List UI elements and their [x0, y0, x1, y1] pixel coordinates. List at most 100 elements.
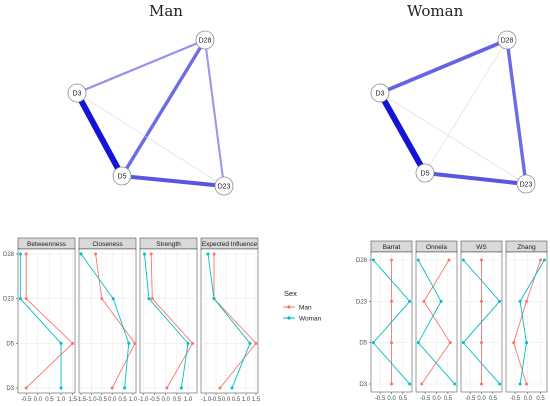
- series-point-woman: [230, 386, 234, 390]
- edge-D3-D5: [74, 90, 125, 179]
- series-line-woman: [207, 253, 251, 389]
- series-point-man: [525, 299, 528, 303]
- node-label-D28: D28: [501, 38, 514, 45]
- x-tick-label: -1.0: [86, 397, 97, 403]
- x-tick-label: 0.5: [45, 397, 54, 403]
- x-tick-label: 0.5: [118, 397, 127, 403]
- series-point-man: [150, 297, 154, 301]
- series-point-man: [480, 341, 483, 345]
- facet-label: Zhang: [517, 244, 536, 251]
- series-point-man: [525, 382, 528, 386]
- network-woman: D28 D3 D5 D23: [370, 30, 536, 194]
- node-D3: [370, 83, 390, 103]
- facet-label: WS: [476, 244, 487, 251]
- series-point-man: [165, 386, 169, 390]
- series-point-woman: [371, 258, 375, 262]
- edge-D5-D28: [120, 38, 207, 178]
- facet-label: Closeness: [92, 241, 123, 248]
- series-point-woman: [408, 299, 412, 303]
- series-point-woman: [453, 382, 457, 386]
- series-point-man: [390, 299, 393, 303]
- series-point-man: [390, 341, 393, 345]
- series-line-woman: [417, 259, 456, 385]
- x-tick-label: 0.5: [399, 396, 408, 402]
- y-tick-label: D5: [6, 341, 14, 347]
- node-D3: [67, 83, 87, 103]
- y-tick-label: D5: [359, 341, 367, 347]
- series-point-man: [149, 252, 153, 256]
- series-point-woman: [127, 341, 131, 345]
- x-tick-label: 0.0: [222, 397, 231, 403]
- x-tick-label: -1.5: [76, 397, 87, 403]
- y-tick-label: D28: [356, 258, 368, 264]
- series-point-man: [390, 258, 393, 262]
- x-tick-label: 0.0: [34, 397, 43, 403]
- y-tick-label: D3: [6, 386, 14, 392]
- series-line-man: [95, 253, 136, 389]
- series-point-woman: [518, 382, 522, 386]
- x-tick-label: -0.5: [510, 396, 521, 402]
- facet-zhang: Zhang -0.5 0.0 0.5: [505, 240, 548, 402]
- x-tick-label: 1.0: [129, 397, 138, 403]
- x-tick-label: 0.0: [387, 396, 396, 402]
- y-tick-label: D23: [3, 297, 15, 303]
- edge-D5-D23: [119, 173, 227, 189]
- series-point-woman: [439, 299, 443, 303]
- series-line-woman: [19, 254, 62, 388]
- series-point-man: [420, 382, 424, 386]
- series-line-man: [513, 259, 542, 385]
- facet-betweenness: Betweenness -0.5 0.0 0.5 1.0 1.5: [17, 237, 78, 403]
- y-tick-label: D23: [356, 299, 368, 305]
- series-line-man: [150, 253, 194, 389]
- series-point-woman: [461, 341, 465, 345]
- node-label-D23: D23: [218, 184, 231, 191]
- series-point-man: [24, 297, 28, 301]
- legend-point-woman: [287, 316, 291, 320]
- facet-label: Strength: [156, 241, 181, 248]
- series-line-woman: [80, 253, 130, 389]
- series-point-woman: [111, 297, 115, 301]
- x-tick-label: -0.5: [21, 397, 32, 403]
- man-network-title: Man: [149, 2, 183, 20]
- series-point-man: [480, 258, 483, 262]
- x-tick-label: -1.0: [201, 397, 212, 403]
- x-tick-label: 0.5: [232, 397, 241, 403]
- edge-D3-D5: [377, 90, 428, 176]
- edge-D5-D28: [424, 39, 508, 174]
- edge-D3-D23: [379, 92, 527, 185]
- node-D23: [214, 176, 234, 196]
- facet-onnela: Onnela -0.5 0.0 0.5: [415, 240, 458, 402]
- series-point-woman: [525, 341, 528, 345]
- node-label-D5: D5: [118, 174, 127, 181]
- series-point-woman: [147, 297, 151, 301]
- facet-panel: [78, 248, 137, 394]
- series-point-woman: [212, 297, 216, 301]
- x-tick-label: 0.0: [432, 396, 441, 402]
- series-point-man: [422, 299, 426, 303]
- facet-closeness: Closeness -1.5 -1.0 -0.5 0.0 0.5 1.0: [76, 237, 138, 403]
- series-line-man: [25, 254, 74, 389]
- series-point-man: [212, 252, 216, 256]
- series-line-woman: [462, 259, 501, 385]
- facet-panel: [200, 248, 259, 394]
- x-tick-label: 1.0: [57, 397, 66, 403]
- series-point-woman: [248, 341, 252, 345]
- series-point-woman: [206, 252, 210, 256]
- x-tick-label: 0.0: [477, 396, 486, 402]
- network-man: D28 D3 D5 D23: [67, 30, 234, 196]
- series-point-man: [448, 341, 452, 345]
- series-point-woman: [498, 382, 502, 386]
- facet-label: Barrat: [383, 244, 401, 251]
- legend-label-woman: Woman: [299, 315, 322, 322]
- x-tick-label: 1.0: [184, 397, 193, 403]
- woman-network-title: Woman: [407, 2, 464, 20]
- node-D28: [195, 30, 215, 50]
- edge-D3-D28: [378, 38, 509, 95]
- x-tick-label: 0.0: [162, 397, 171, 403]
- node-D5: [415, 163, 435, 183]
- facet-barrat: Barrat -0.5 0.0 0.5: [370, 240, 413, 402]
- facet-strength: Strength -1.0 -0.5 0.0 0.5 1.0: [138, 237, 198, 403]
